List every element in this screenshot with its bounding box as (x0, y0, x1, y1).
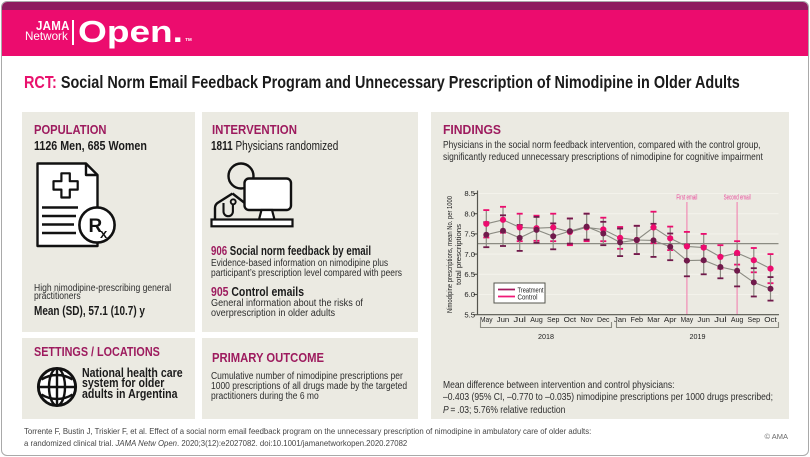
svg-text:Oct: Oct (764, 315, 777, 324)
svg-text:Jun: Jun (697, 315, 710, 324)
svg-text:Jul: Jul (513, 315, 526, 324)
svg-text:Jul: Jul (714, 315, 727, 324)
svg-text:6.0: 6.0 (464, 290, 475, 299)
svg-text:6.5: 6.5 (464, 270, 475, 279)
svg-text:8.0: 8.0 (464, 209, 475, 218)
svg-text:2018: 2018 (538, 332, 554, 341)
svg-text:May: May (480, 315, 493, 324)
svg-text:R: R (88, 216, 102, 237)
svg-text:Nov: Nov (580, 315, 593, 324)
svg-text:5.5: 5.5 (464, 310, 475, 319)
svg-text:Sep: Sep (747, 315, 760, 324)
svg-text:x: x (100, 226, 108, 241)
svg-text:Control: Control (517, 294, 537, 301)
svg-text:Second email: Second email (723, 194, 750, 201)
svg-text:Aug: Aug (730, 315, 743, 324)
svg-text:7.0: 7.0 (464, 249, 475, 258)
svg-text:Jun: Jun (496, 315, 509, 324)
svg-text:Treatment: Treatment (517, 287, 543, 294)
svg-text:Mar: Mar (647, 315, 660, 324)
svg-text:Oct: Oct (563, 315, 576, 324)
svg-text:Sep: Sep (546, 315, 559, 324)
svg-text:7.5: 7.5 (464, 229, 475, 238)
svg-text:2019: 2019 (689, 332, 705, 341)
svg-text:Dec: Dec (597, 315, 610, 324)
svg-text:May: May (680, 315, 693, 324)
svg-text:Apr: Apr (663, 315, 676, 324)
svg-text:Aug: Aug (530, 315, 543, 324)
svg-text:Jan: Jan (613, 315, 626, 324)
svg-text:First email: First email (676, 194, 697, 201)
svg-text:8.5: 8.5 (464, 189, 475, 198)
svg-text:Feb: Feb (630, 315, 643, 324)
